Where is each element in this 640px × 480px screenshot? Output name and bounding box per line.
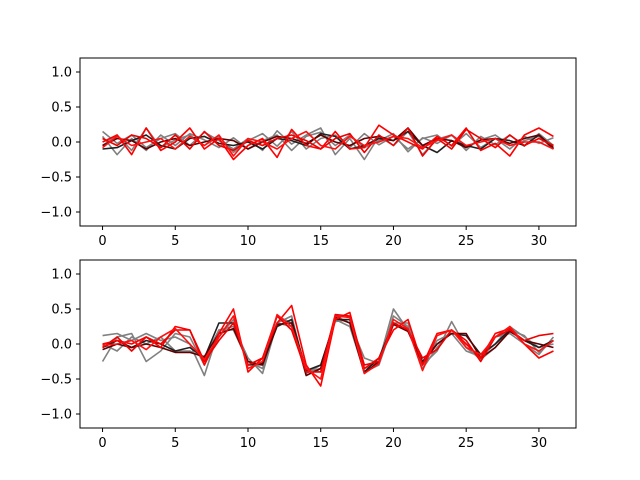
y-tick-label: 0.0 <box>51 136 72 151</box>
series-line-8 <box>102 313 554 380</box>
y-tick-label: −1.0 <box>40 206 72 221</box>
series-group <box>101 304 555 387</box>
x-tick-label: 0 <box>98 234 106 249</box>
y-tick-label: 1.0 <box>51 66 72 81</box>
x-tick-label: 30 <box>531 436 548 451</box>
series-group <box>101 124 555 161</box>
x-tick-label: 5 <box>171 234 179 249</box>
x-tick-label: 30 <box>531 234 548 249</box>
x-tick-label: 0 <box>98 436 106 451</box>
x-tick-label: 25 <box>458 234 475 249</box>
x-tick-label: 20 <box>385 234 402 249</box>
y-tick-label: 0.0 <box>51 338 72 353</box>
series-line-7 <box>102 127 554 157</box>
x-tick-label: 10 <box>240 234 257 249</box>
x-tick-label: 15 <box>312 436 329 451</box>
series-line-6 <box>102 124 554 161</box>
y-tick-label: 1.0 <box>51 268 72 283</box>
x-tick-label: 10 <box>240 436 257 451</box>
subplot-2: 0 5 10 15 20 25 30 −1.0 −0.5 0.0 0.5 1.0 <box>40 259 577 451</box>
panels: 0 5 10 15 20 25 30 −1.0 −0.5 0.0 0.5 1.0 0 5 10 15 20 25 3… <box>40 57 577 451</box>
series-line-6 <box>102 304 554 387</box>
x-tick-label: 15 <box>312 234 329 249</box>
y-tick-label: −0.5 <box>40 171 72 186</box>
x-tick-label: 5 <box>171 436 179 451</box>
series-line-7 <box>102 313 554 373</box>
y-tick-label: −1.0 <box>40 408 72 423</box>
y-tick-label: −0.5 <box>40 373 72 388</box>
series-line-8 <box>102 130 554 157</box>
y-tick-label: 0.5 <box>51 303 72 318</box>
y-tick-label: 0.5 <box>51 101 72 116</box>
x-tick-label: 20 <box>385 436 402 451</box>
x-tick-label: 25 <box>458 436 475 451</box>
subplot-1: 0 5 10 15 20 25 30 −1.0 −0.5 0.0 0.5 1.0 <box>40 57 577 249</box>
